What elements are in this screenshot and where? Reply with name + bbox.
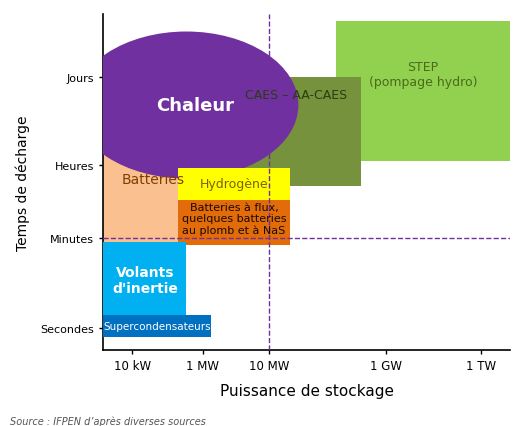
- Text: Chaleur: Chaleur: [156, 97, 234, 115]
- X-axis label: Puissance de stockage: Puissance de stockage: [219, 383, 394, 398]
- Text: STEP
(pompage hydro): STEP (pompage hydro): [369, 60, 477, 88]
- Text: Supercondensateurs: Supercondensateurs: [103, 322, 211, 331]
- Bar: [178, 195, 290, 245]
- Bar: [103, 315, 211, 338]
- Text: Batteries: Batteries: [122, 172, 185, 186]
- Text: CAES – AA-CAES: CAES – AA-CAES: [245, 88, 347, 101]
- Text: Batteries à flux,
quelques batteries
au plomb et à NaS: Batteries à flux, quelques batteries au …: [182, 202, 286, 236]
- Ellipse shape: [75, 32, 298, 179]
- Bar: [103, 141, 211, 245]
- Bar: [336, 22, 510, 161]
- Text: Volants
d'inertie: Volants d'inertie: [112, 265, 178, 296]
- Bar: [103, 242, 186, 319]
- Bar: [232, 78, 361, 186]
- Y-axis label: Temps de décharge: Temps de décharge: [15, 115, 29, 250]
- Text: Hydrogène: Hydrogène: [200, 178, 268, 191]
- Text: Source : IFPEN d’après diverses sources: Source : IFPEN d’après diverses sources: [10, 415, 206, 426]
- Bar: [178, 169, 290, 200]
